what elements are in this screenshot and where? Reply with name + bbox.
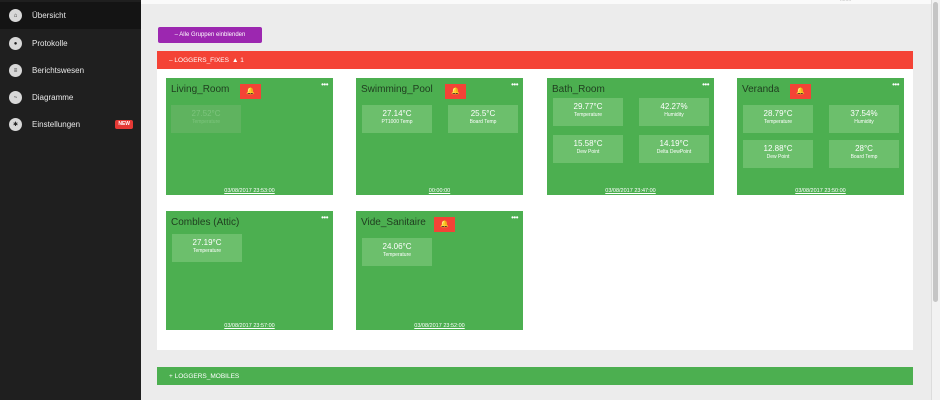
alert-count-badge: ▲ 1 [231, 56, 244, 64]
logger-timestamp[interactable]: 00:00:00 [428, 188, 451, 194]
sensor-value: 27.52°C [191, 109, 221, 118]
sensor-value: 27.19°C [192, 238, 222, 247]
more-options-icon[interactable]: ••• [321, 213, 328, 222]
top-strip [141, 0, 931, 4]
sensor-tile: 25.5°C Board Temp [448, 105, 518, 133]
logger-card-combles-attic[interactable]: Combles (Attic) ••• 27.19°C Temperature … [166, 211, 333, 330]
more-options-icon[interactable]: ••• [892, 80, 899, 89]
sidebar-item-uebersicht[interactable]: ⌂ Übersicht [0, 2, 141, 29]
home-icon: ⌂ [9, 9, 22, 22]
sensor-label: Temperature [192, 248, 222, 254]
logger-timestamp[interactable]: 03/08/2017 23:53:00 [224, 188, 275, 194]
sidebar-item-einstellungen[interactable]: ✱ Einstellungen NEW [0, 111, 141, 138]
logger-title: Living_Room [171, 84, 230, 95]
scrollbar-thumb[interactable] [933, 2, 938, 302]
group-label: – LOGGERS_FIXES [169, 56, 229, 64]
group-header-loggers-mobiles[interactable]: + LOGGERS_MOBILES [157, 367, 913, 385]
sensor-label: Temperature [382, 252, 412, 258]
sensor-tile: 37.54% Humidity [829, 105, 899, 133]
logger-timestamp[interactable]: 03/08/2017 23:50:00 [795, 188, 846, 194]
more-options-icon[interactable]: ••• [321, 80, 328, 89]
logger-timestamp[interactable]: 03/08/2017 23:52:00 [414, 323, 465, 329]
toggle-all-groups-button[interactable]: – Alle Gruppen einblenden [158, 27, 262, 43]
more-options-icon[interactable]: ••• [511, 213, 518, 222]
sensor-tile: 27.14°C PT1000 Temp [362, 105, 432, 133]
sensor-tile: 42.27% Humidity [639, 98, 709, 126]
sidebar-item-label: Übersicht [32, 11, 66, 20]
sensor-tile: 27.19°C Temperature [172, 234, 242, 262]
logger-title: Veranda [742, 84, 780, 95]
sensor-label: Dew Point [576, 149, 600, 155]
logger-card-vide-sanitaire[interactable]: Vide_Sanitaire 🔔 ••• 24.06°C Temperature… [356, 211, 523, 330]
sensor-tile: 14.19°C Delta DewPoint [639, 135, 709, 163]
sensor-label: Humidity [664, 112, 684, 118]
alarm-bell-icon[interactable]: 🔔 [240, 84, 261, 99]
sensor-value: 27.14°C [382, 109, 412, 118]
sidebar-item-label: Protokolle [32, 39, 68, 48]
sensor-tile: 28.79°C Temperature [743, 105, 813, 133]
sensor-value: 37.54% [850, 109, 878, 118]
logger-title: Bath_Room [552, 84, 605, 95]
sensor-label: Board Temp [469, 119, 497, 125]
sensor-tile: 12.88°C Dew Point [743, 140, 813, 168]
more-options-icon[interactable]: ••• [702, 80, 709, 89]
logger-card-bath-room[interactable]: Bath_Room ••• 29.77°C Temperature 42.27%… [547, 78, 714, 195]
sensor-value: 28.79°C [763, 109, 793, 118]
group-label: + LOGGERS_MOBILES [169, 372, 240, 380]
logger-card-swimming-pool[interactable]: Swimming_Pool 🔔 ••• 27.14°C PT1000 Temp … [356, 78, 523, 195]
sensor-tile: 28°C Board Temp [829, 140, 899, 168]
alarm-bell-icon[interactable]: 🔔 [790, 84, 811, 99]
sensor-tile: 15.58°C Dew Point [553, 135, 623, 163]
sensor-label: Humidity [854, 119, 874, 125]
sensor-tile: 27.52°C Temperature [171, 105, 241, 133]
chart-line-icon: ~ [9, 91, 22, 104]
sensor-tile: 29.77°C Temperature [553, 98, 623, 126]
sensor-label: PT1000 Temp [381, 119, 413, 125]
sensor-label: Board Temp [850, 154, 878, 160]
alarm-bell-icon[interactable]: 🔔 [445, 84, 466, 99]
report-icon: ≡ [9, 64, 22, 77]
sidebar-item-label: Diagramme [32, 93, 74, 102]
sidebar-item-berichtswesen[interactable]: ≡ Berichtswesen [0, 57, 141, 84]
sensor-value: 25.5°C [470, 109, 496, 118]
logger-timestamp[interactable]: 03/08/2017 23:57:00 [224, 323, 275, 329]
sensor-value: 14.19°C [659, 139, 689, 148]
sensor-value: 15.58°C [573, 139, 603, 148]
logger-timestamp[interactable]: 03/08/2017 23:47:00 [605, 188, 656, 194]
logger-card-veranda[interactable]: Veranda 🔔 ••• 28.79°C Temperature 37.54%… [737, 78, 904, 195]
sensor-value: 28°C [855, 144, 873, 153]
sidebar-item-protokolle[interactable]: ● Protokolle [0, 30, 141, 57]
sensor-label: Temperature [573, 112, 603, 118]
sidebar-item-diagramme[interactable]: ~ Diagramme [0, 84, 141, 111]
top-text: ........ [840, 0, 852, 3]
sensor-value: 42.27% [660, 102, 688, 111]
sensor-tile: 24.06°C Temperature [362, 238, 432, 266]
alarm-bell-icon[interactable]: 🔔 [434, 217, 455, 232]
sensor-value: 12.88°C [763, 144, 793, 153]
group-header-loggers-fixes[interactable]: – LOGGERS_FIXES ▲ 1 [157, 51, 913, 69]
sensor-label: Delta DewPoint [656, 149, 692, 155]
sensor-value: 29.77°C [573, 102, 603, 111]
logger-title: Combles (Attic) [171, 217, 240, 228]
gear-icon: ✱ [9, 118, 22, 131]
bell-icon: ● [9, 37, 22, 50]
logger-title: Swimming_Pool [361, 84, 433, 95]
sensor-label: Temperature [191, 119, 221, 125]
logger-card-living-room[interactable]: Living_Room 🔔 ••• 27.52°C Temperature 03… [166, 78, 333, 195]
sidebar: ⌂ Übersicht ● Protokolle ≡ Berichtswesen… [0, 0, 141, 400]
more-options-icon[interactable]: ••• [511, 80, 518, 89]
sidebar-item-label: Einstellungen [32, 120, 81, 129]
logger-title: Vide_Sanitaire [361, 217, 426, 228]
sensor-label: Temperature [763, 119, 793, 125]
sensor-label: Dew Point [766, 154, 790, 160]
sidebar-item-label: Berichtswesen [32, 66, 85, 75]
sensor-value: 24.06°C [382, 242, 412, 251]
new-badge: NEW [115, 120, 133, 129]
